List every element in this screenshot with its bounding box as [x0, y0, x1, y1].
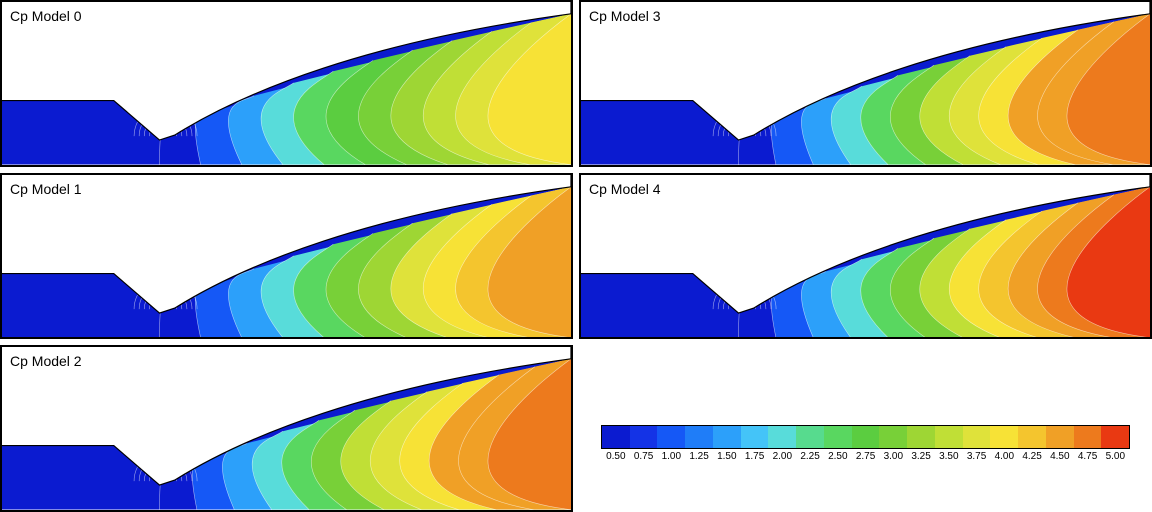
panel-model1: Cp Model 1: [0, 173, 573, 340]
panel-label: Cp Model 0: [10, 8, 82, 24]
legend-label: 2.50: [824, 451, 852, 462]
legend-label: 0.75: [630, 451, 658, 462]
legend-cell: [713, 426, 741, 448]
legend-cell: [685, 426, 713, 448]
panel-label: Cp Model 1: [10, 181, 82, 197]
panel-model2: Cp Model 2: [0, 345, 573, 512]
legend-label: 5.00: [1101, 451, 1129, 462]
panel-model4: Cp Model 4: [579, 173, 1152, 340]
panel-model0: Cp Model 0: [0, 0, 573, 167]
legend-cell: [1018, 426, 1046, 448]
panel-label: Cp Model 4: [589, 181, 661, 197]
legend-label: 3.25: [907, 451, 935, 462]
legend-cell: [963, 426, 991, 448]
contour-plot-3: [581, 2, 1150, 165]
legend-label: 3.50: [935, 451, 963, 462]
legend-cell: [852, 426, 880, 448]
contour-plot-2: [2, 347, 571, 510]
legend-cell: [1101, 426, 1129, 448]
legend-cell: [935, 426, 963, 448]
legend-label: 2.00: [768, 451, 796, 462]
panel-label: Cp Model 2: [10, 353, 82, 369]
legend-cell: [768, 426, 796, 448]
legend-cell: [1074, 426, 1102, 448]
legend-cell: [796, 426, 824, 448]
legend-label: 1.75: [741, 451, 769, 462]
legend-cell: [741, 426, 769, 448]
legend-cell: [990, 426, 1018, 448]
contour-plot-1: [2, 175, 571, 338]
legend-cell: [907, 426, 935, 448]
panel-legend: 0.500.751.001.251.501.752.002.252.502.75…: [579, 345, 1152, 512]
contour-plot-0: [2, 2, 571, 165]
legend-label: 3.00: [879, 451, 907, 462]
legend-label: 1.50: [713, 451, 741, 462]
legend-labels: 0.500.751.001.251.501.752.002.252.502.75…: [602, 451, 1129, 462]
legend-label: 0.50: [602, 451, 630, 462]
legend-colorbar: [601, 425, 1130, 449]
legend-label: 4.00: [990, 451, 1018, 462]
panel-label: Cp Model 3: [589, 8, 661, 24]
legend-cell: [824, 426, 852, 448]
panel-grid: Cp Model 0 Cp Model 3 Cp Model 1 Cp Mode…: [0, 0, 1152, 512]
panel-model3: Cp Model 3: [579, 0, 1152, 167]
legend-label: 1.00: [657, 451, 685, 462]
legend-label: 4.75: [1074, 451, 1102, 462]
legend-label: 2.75: [852, 451, 880, 462]
legend-label: 3.75: [963, 451, 991, 462]
legend-label: 1.25: [685, 451, 713, 462]
legend-cell: [657, 426, 685, 448]
legend-label: 2.25: [796, 451, 824, 462]
legend-label: 4.50: [1046, 451, 1074, 462]
contour-plot-4: [581, 175, 1150, 338]
legend-label: 4.25: [1018, 451, 1046, 462]
legend-cell: [1046, 426, 1074, 448]
legend-cell: [879, 426, 907, 448]
legend-cell: [602, 426, 630, 448]
legend-cell: [630, 426, 658, 448]
